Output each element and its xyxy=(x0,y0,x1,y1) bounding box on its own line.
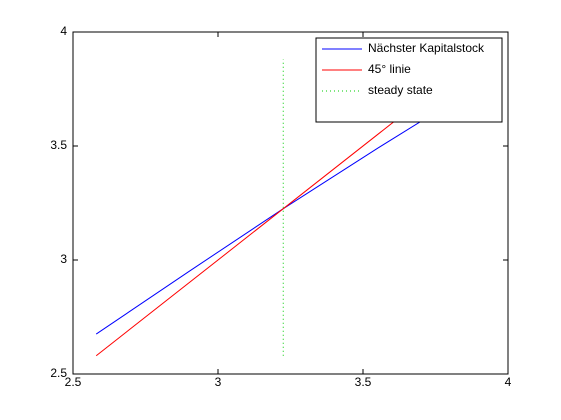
y-tick-label: 4 xyxy=(60,24,67,38)
legend-label: Nächster Kapitalstock xyxy=(368,41,485,55)
legend-label: 45° linie xyxy=(368,62,411,76)
y-tick-label: 3 xyxy=(60,252,67,266)
x-tick-label: 4 xyxy=(505,375,512,389)
legend-label: steady state xyxy=(368,83,433,97)
y-tick-label: 3.5 xyxy=(50,138,67,152)
x-tick-label: 3.5 xyxy=(355,375,372,389)
y-tick-label: 2.5 xyxy=(50,366,67,380)
legend-box xyxy=(315,37,503,123)
x-tick-label: 3 xyxy=(215,375,222,389)
x-tick-label: 2.5 xyxy=(65,375,82,389)
